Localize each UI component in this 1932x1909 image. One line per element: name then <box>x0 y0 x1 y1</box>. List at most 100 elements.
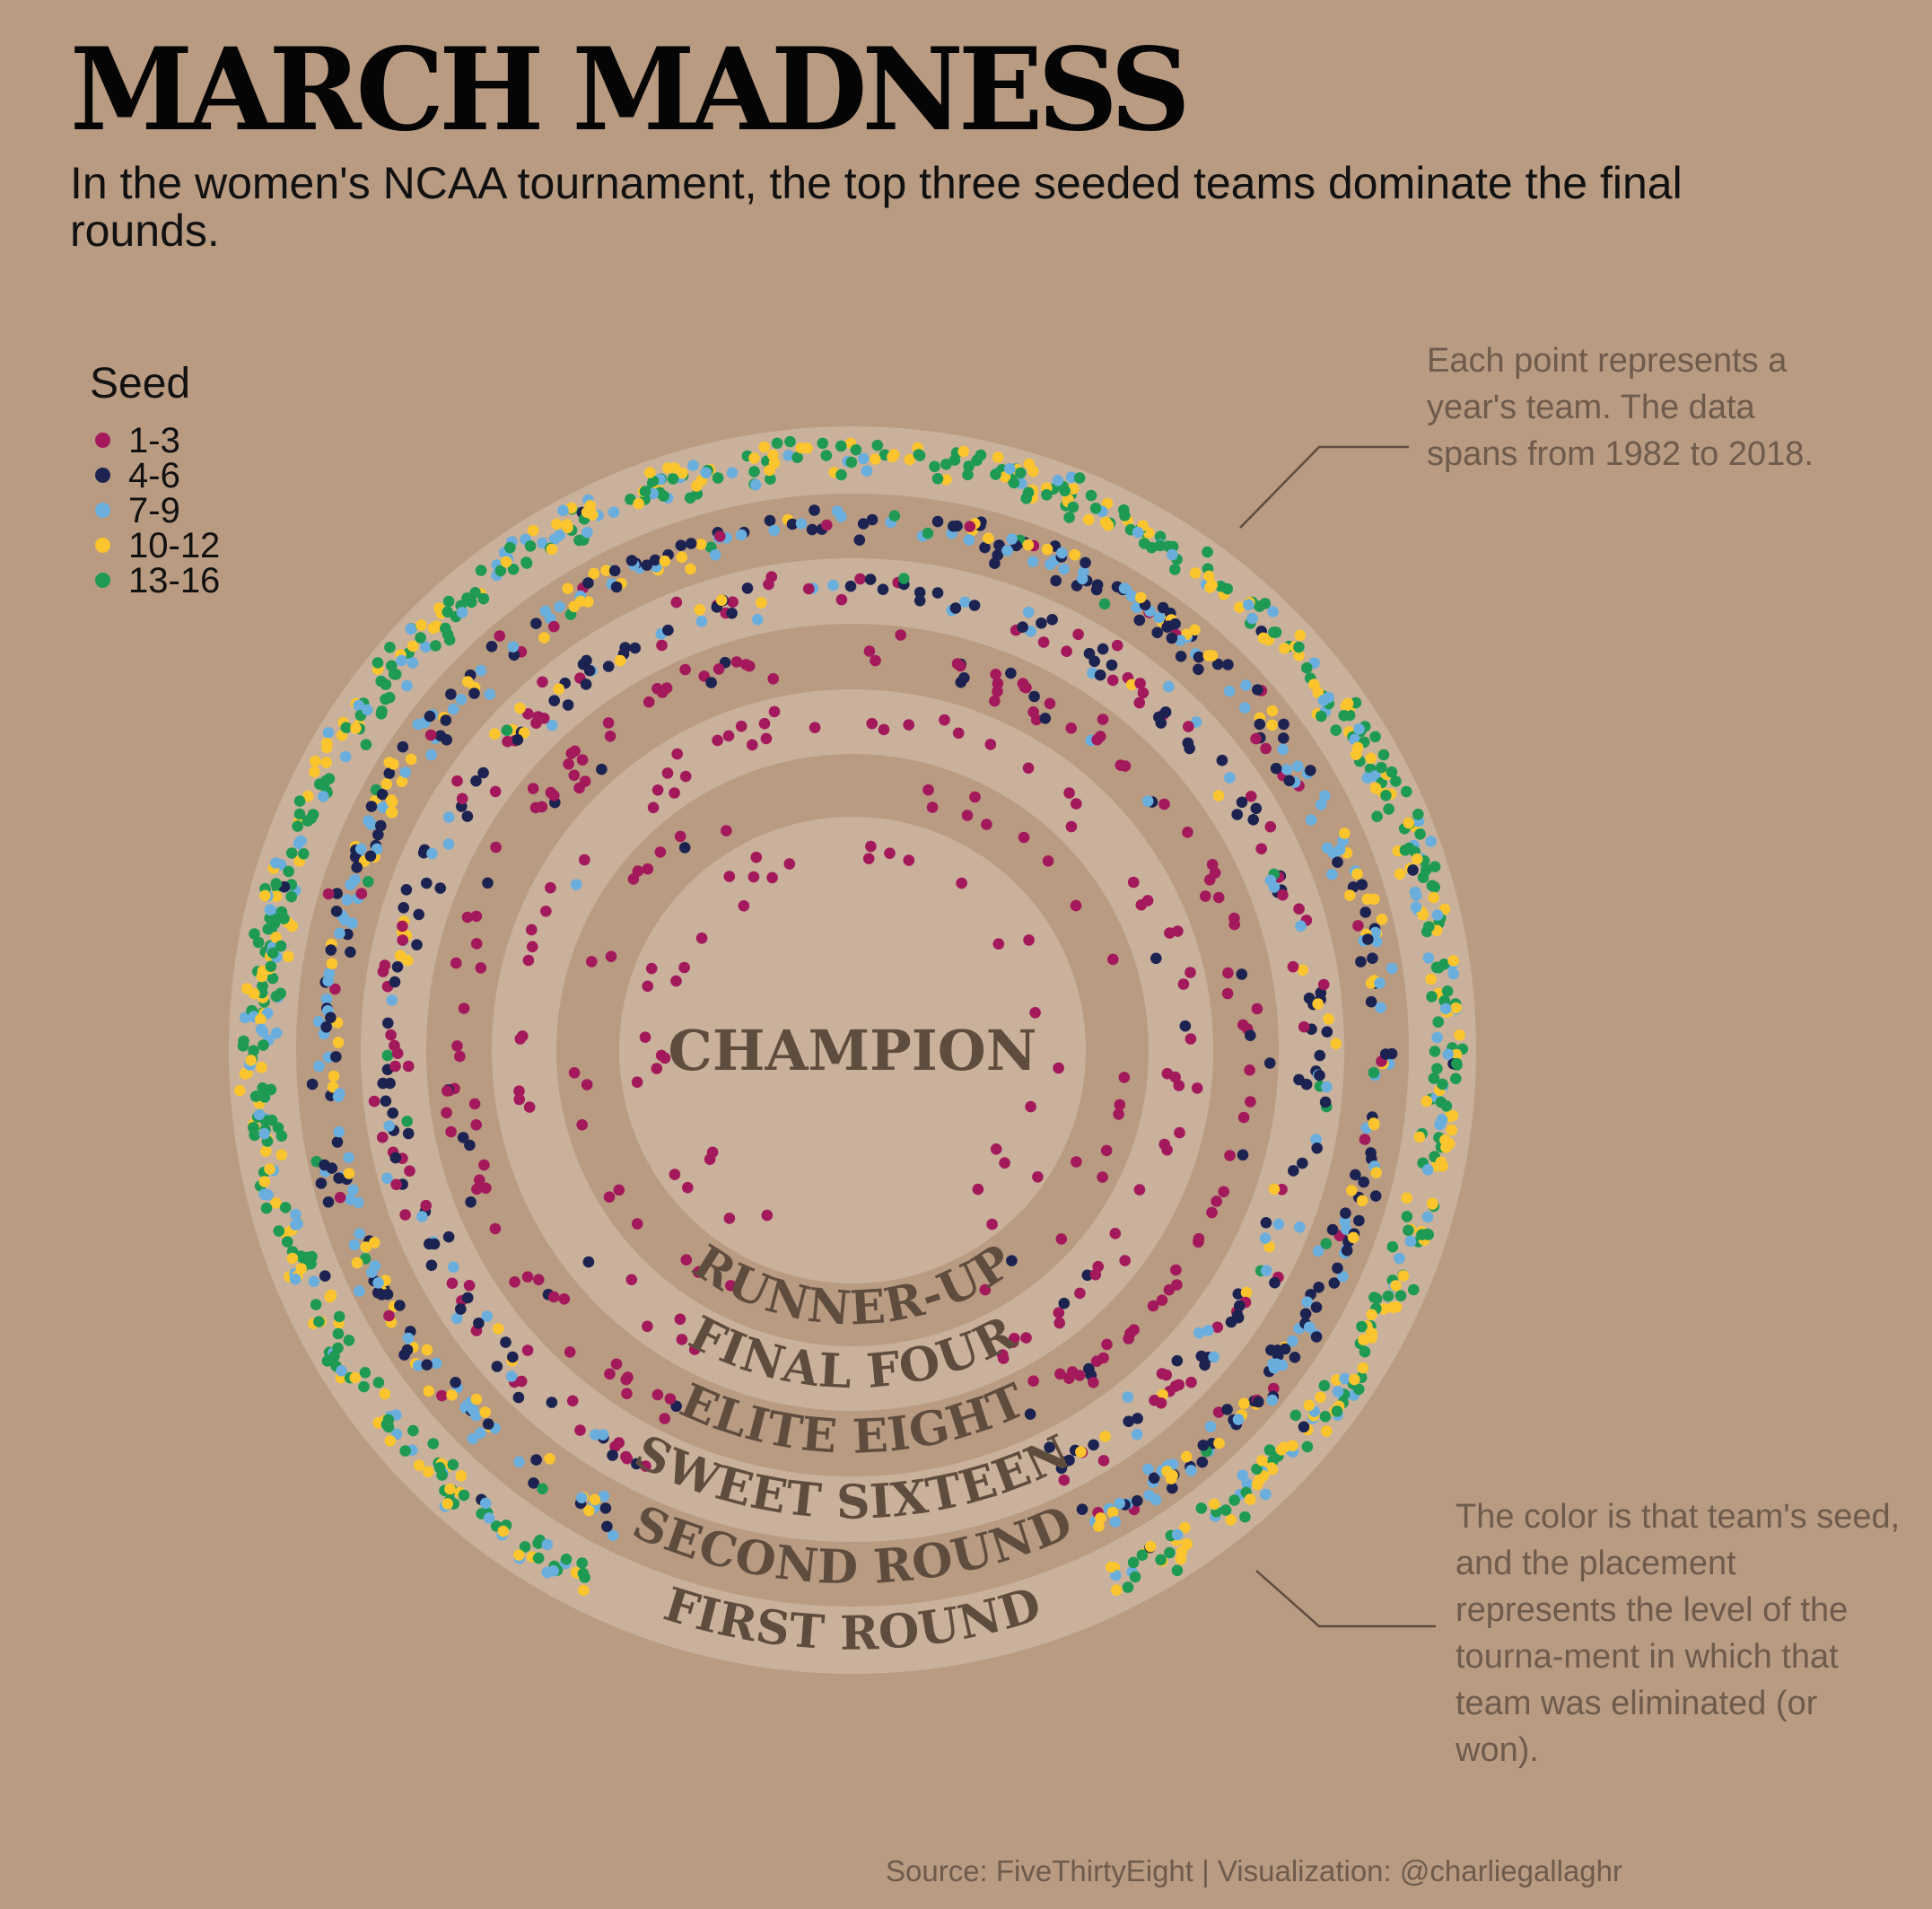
team-dot-10-12 <box>1413 1131 1426 1143</box>
team-dot-7-9 <box>1305 814 1317 826</box>
team-dot-4-6 <box>1340 1207 1351 1219</box>
team-dot-1-3 <box>565 748 578 759</box>
team-dot-1-3 <box>674 1313 686 1326</box>
team-dot-7-9 <box>554 530 565 541</box>
team-dot-13-16 <box>285 847 298 859</box>
team-dot-4-6 <box>500 1336 511 1348</box>
team-dot-7-9 <box>1436 1114 1448 1125</box>
team-dot-4-6 <box>1237 1149 1249 1161</box>
team-dot-7-9 <box>1394 1252 1405 1265</box>
team-dot-1-3 <box>1063 1372 1075 1384</box>
team-dot-1-3 <box>1065 820 1078 833</box>
team-dot-13-16 <box>415 632 426 644</box>
team-dot-1-3 <box>478 1159 490 1171</box>
team-dot-13-16 <box>281 1236 293 1248</box>
team-dot-10-12 <box>676 551 688 563</box>
team-dot-13-16 <box>1220 1504 1232 1516</box>
team-dot-13-16 <box>520 557 533 569</box>
team-dot-4-6 <box>322 1196 335 1208</box>
team-dot-4-6 <box>914 586 926 599</box>
team-dot-1-3 <box>576 1119 588 1131</box>
team-dot-10-12 <box>1368 1117 1380 1129</box>
team-dot-13-16 <box>898 573 910 584</box>
team-dot-10-12 <box>351 1257 363 1269</box>
team-dot-1-3 <box>1090 1355 1103 1367</box>
team-dot-13-16 <box>248 1122 259 1134</box>
team-dot-4-6 <box>482 877 494 889</box>
team-dot-7-9 <box>467 1432 479 1445</box>
team-dot-10-12 <box>1287 1440 1298 1452</box>
team-dot-10-12 <box>384 1435 397 1447</box>
team-dot-1-3 <box>972 1183 984 1195</box>
team-dot-4-6 <box>1332 1262 1343 1274</box>
team-dot-1-3 <box>489 785 502 798</box>
team-dot-13-16 <box>436 1469 448 1481</box>
team-dot-1-3 <box>926 801 939 813</box>
team-dot-1-3 <box>1074 1287 1086 1300</box>
team-dot-1-3 <box>727 596 739 608</box>
team-dot-13-16 <box>1164 1546 1176 1559</box>
team-dot-4-6 <box>1106 659 1118 671</box>
team-dot-1-3 <box>521 1344 534 1356</box>
team-dot-1-3 <box>809 722 821 733</box>
team-dot-13-16 <box>1403 842 1415 854</box>
team-dot-13-16 <box>835 468 847 481</box>
team-dot-1-3 <box>1206 1206 1218 1219</box>
team-dot-13-16 <box>1437 1078 1448 1090</box>
team-dot-4-6 <box>685 538 697 549</box>
team-dot-1-3 <box>322 888 335 900</box>
team-dot-7-9 <box>1295 920 1307 933</box>
team-dot-7-9 <box>537 537 548 549</box>
team-dot-7-9 <box>396 654 407 667</box>
team-dot-1-3 <box>463 1280 476 1292</box>
team-dot-13-16 <box>1138 538 1150 549</box>
team-dot-1-3 <box>1156 1294 1168 1306</box>
team-dot-10-12 <box>1111 1584 1123 1596</box>
team-dot-1-3 <box>1119 760 1132 772</box>
team-dot-13-16 <box>267 947 279 959</box>
team-dot-7-9 <box>1267 1358 1279 1370</box>
team-dot-1-3 <box>1222 967 1234 979</box>
team-dot-10-12 <box>479 1406 491 1418</box>
legend-item-10-12: 10-12 <box>90 528 220 564</box>
team-dot-1-3 <box>1119 1255 1131 1266</box>
team-dot-1-3 <box>865 840 877 853</box>
team-dot-4-6 <box>1250 802 1263 815</box>
team-dot-7-9 <box>456 607 468 618</box>
team-dot-1-3 <box>445 1125 457 1138</box>
team-dot-10-12 <box>283 950 294 963</box>
team-dot-4-6 <box>599 1502 612 1514</box>
team-dot-4-6 <box>421 877 433 889</box>
team-dot-10-12 <box>394 950 407 962</box>
team-dot-4-6 <box>365 801 378 812</box>
team-dot-13-16 <box>1270 626 1282 638</box>
team-dot-7-9 <box>401 679 413 692</box>
team-dot-13-16 <box>333 1310 345 1323</box>
team-dot-1-3 <box>835 593 848 606</box>
team-dot-1-3 <box>1317 978 1330 991</box>
team-dot-7-9 <box>345 879 356 890</box>
team-dot-4-6 <box>1311 1143 1323 1154</box>
team-dot-1-3 <box>1141 895 1154 906</box>
team-dot-10-12 <box>1268 1183 1281 1195</box>
team-dot-10-12 <box>255 1013 267 1026</box>
team-dot-13-16 <box>1098 598 1111 610</box>
team-dot-7-9 <box>369 1260 381 1272</box>
team-dot-7-9 <box>339 750 352 763</box>
team-dot-7-9 <box>1232 1414 1245 1425</box>
team-dot-10-12 <box>1347 1231 1359 1244</box>
team-dot-13-16 <box>1228 1494 1240 1506</box>
team-dot-4-6 <box>391 961 404 973</box>
team-dot-13-16 <box>625 494 636 505</box>
team-dot-1-3 <box>884 847 896 859</box>
team-dot-10-12 <box>1266 705 1279 717</box>
team-dot-10-12 <box>695 539 707 550</box>
team-dot-1-3 <box>1170 1264 1182 1276</box>
team-dot-7-9 <box>749 478 762 491</box>
team-dot-13-16 <box>372 1377 385 1388</box>
team-dot-7-9 <box>547 1565 559 1577</box>
team-dot-1-3 <box>548 620 560 633</box>
team-dot-7-9 <box>475 664 487 677</box>
team-dot-7-9 <box>1267 606 1279 617</box>
team-dot-1-3 <box>621 1388 633 1399</box>
